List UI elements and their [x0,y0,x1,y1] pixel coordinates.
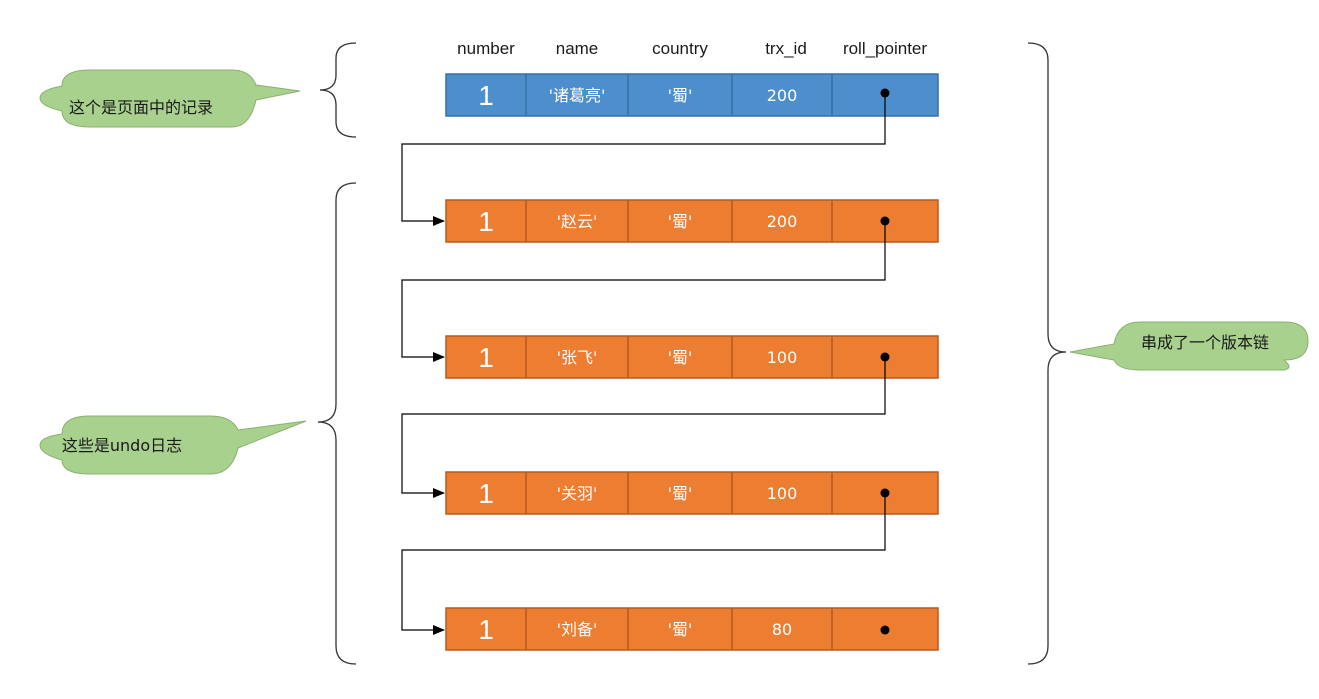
undo-record-box [445,335,939,379]
undo-record-row: 1 '赵云' '蜀' 200 [445,199,939,243]
column-header-number: number [457,39,515,58]
undo-record-trx-id: 80 [772,620,792,639]
callout-page-record-text: 这个是页面中的记录 [69,98,213,117]
undo-record-name: '关羽' [557,484,598,503]
undo-record-trx-id: 100 [767,348,798,367]
undo-record-country: '蜀' [668,484,693,503]
undo-record-name: '赵云' [557,212,598,231]
undo-record-name: '张飞' [557,348,598,367]
undo-record-number: 1 [478,342,494,373]
page-record-box [445,73,939,117]
callout-undo-log: 这些是undo日志 [39,415,307,475]
undo-record-trx-id: 200 [767,212,798,231]
roll-pointer-connectors [401,93,886,635]
undo-record-row: 1 '张飞' '蜀' 100 [445,335,939,379]
undo-record-country: '蜀' [668,348,693,367]
undo-record-row: 1 '关羽' '蜀' 100 [445,471,939,515]
roll-pointer-arrow [401,93,886,226]
undo-record-number: 1 [478,614,494,645]
undo-log-brace [317,182,357,665]
column-header-roll-pointer: roll_pointer [843,39,927,58]
callout-version-chain-text: 串成了一个版本链 [1141,333,1269,352]
undo-record-country: '蜀' [668,212,693,231]
page-record-row: 1 '诸葛亮' '蜀' 200 [445,73,939,117]
roll-pointer-dot [880,625,890,635]
version-chain-brace [1027,42,1067,665]
undo-record-box [445,471,939,515]
page-record-country: '蜀' [668,86,693,105]
undo-record-row: 1 '刘备' '蜀' 80 [445,607,939,651]
undo-record-box [445,199,939,243]
undo-record-country: '蜀' [668,620,693,639]
column-header-name: name [556,39,599,58]
undo-record-number: 1 [478,206,494,237]
column-header-trx-id: trx_id [765,39,807,58]
undo-record-name: '刘备' [557,620,598,639]
speech-bubble [39,69,301,128]
callout-page-record: 这个是页面中的记录 [39,69,301,128]
page-record-trx-id: 200 [767,86,798,105]
speech-bubble [39,415,307,475]
speech-bubble [1069,321,1309,371]
callout-undo-log-text: 这些是undo日志 [62,436,182,455]
undo-record-box [445,607,939,651]
roll-pointer-arrow [401,493,886,635]
page-record-number: 1 [478,80,494,111]
page-record-name: '诸葛亮' [549,86,606,105]
column-header-country: country [652,39,708,58]
undo-record-trx-id: 100 [767,484,798,503]
page-record-brace [319,42,357,138]
roll-pointer-arrow [401,357,886,498]
roll-pointer-arrow [401,221,886,362]
callout-version-chain: 串成了一个版本链 [1069,321,1309,371]
column-headers: number name country trx_id roll_pointer [457,39,927,58]
undo-record-number: 1 [478,478,494,509]
